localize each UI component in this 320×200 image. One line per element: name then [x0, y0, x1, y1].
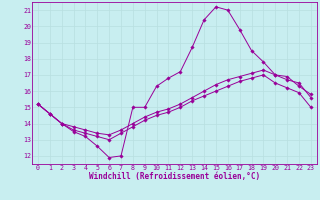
X-axis label: Windchill (Refroidissement éolien,°C): Windchill (Refroidissement éolien,°C)	[89, 172, 260, 181]
